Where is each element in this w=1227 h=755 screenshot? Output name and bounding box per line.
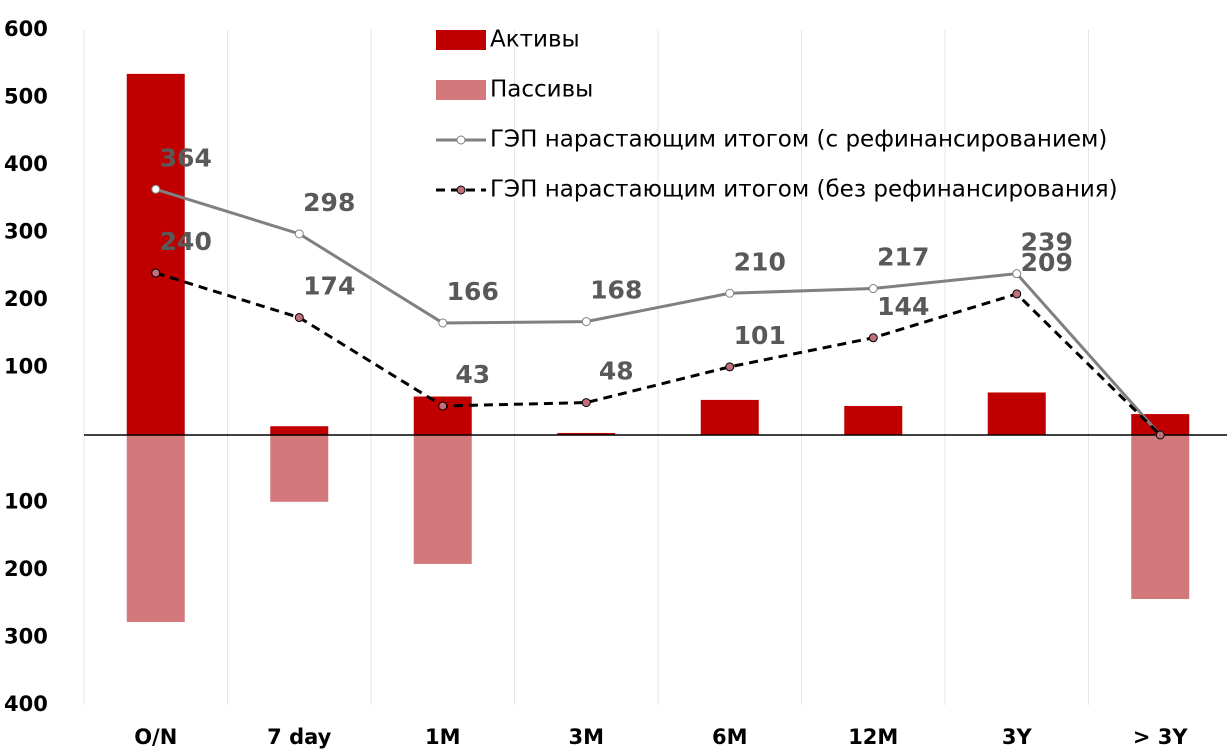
line [155,187,1162,436]
bar [557,432,616,435]
marker [1155,430,1165,440]
marker [151,184,161,194]
legend-swatch [436,80,486,100]
data-label: 48 [599,357,634,386]
marker [1012,289,1022,299]
bar [844,405,903,435]
y-tick-label: 100 [4,490,48,514]
legend-label: ГЭП нарастающим итогом (без рефинансиров… [490,177,1118,203]
y-tick-label: 200 [4,287,48,311]
marker [725,362,735,372]
marker [438,401,448,411]
x-tick-label: 3Y [1002,725,1033,749]
data-label: 210 [734,247,786,276]
y-tick-label: 100 [4,355,48,379]
marker [294,313,304,323]
marker [1012,269,1022,279]
data-label: 101 [734,321,786,350]
x-tick-label: O/N [134,725,177,749]
legend-label: Активы [490,27,580,53]
marker [438,318,448,328]
x-tick-label: 3M [568,725,604,749]
x-tick-label: 12M [848,725,898,749]
x-tick-label: > 3Y [1133,725,1189,749]
legend-label: ГЭП нарастающим итогом (с рефинансирован… [490,127,1107,153]
bar [126,73,185,435]
y-tick-label: 600 [4,17,48,41]
data-label: 168 [590,276,642,305]
marker [294,229,304,239]
data-label: 166 [447,277,499,306]
marker [581,398,591,408]
data-label: 43 [455,360,490,389]
bar [413,435,472,564]
marker [581,317,591,327]
data-label: 144 [877,292,929,321]
legend-swatch [436,30,486,50]
marker [725,288,735,298]
y-tick-label: 500 [4,85,48,109]
data-label: 364 [160,143,212,172]
y-tick-label: 200 [4,557,48,581]
legend-marker [456,185,466,195]
bar [700,399,759,435]
x-tick-label: 6M [712,725,748,749]
y-tick-label: 400 [4,692,48,716]
data-label: 209 [1021,248,1073,277]
bar [270,426,329,435]
data-label: 174 [303,272,355,301]
x-tick-label: 1M [425,725,461,749]
legend-label: Пассивы [490,77,593,103]
data-label: 217 [877,243,929,272]
marker [868,333,878,343]
y-tick-label: 300 [4,220,48,244]
marker [868,284,878,294]
data-label: 239 [1021,228,1073,257]
marker [151,268,161,278]
bar [1131,435,1190,600]
x-tick-label: 7 day [267,725,331,749]
bar [126,435,185,622]
y-tick-label: 400 [4,152,48,176]
data-label: 298 [303,188,355,217]
data-label: 240 [160,227,212,256]
bar [987,392,1046,435]
y-tick-label: 300 [4,625,48,649]
bar [270,435,329,502]
legend-marker [456,135,466,145]
